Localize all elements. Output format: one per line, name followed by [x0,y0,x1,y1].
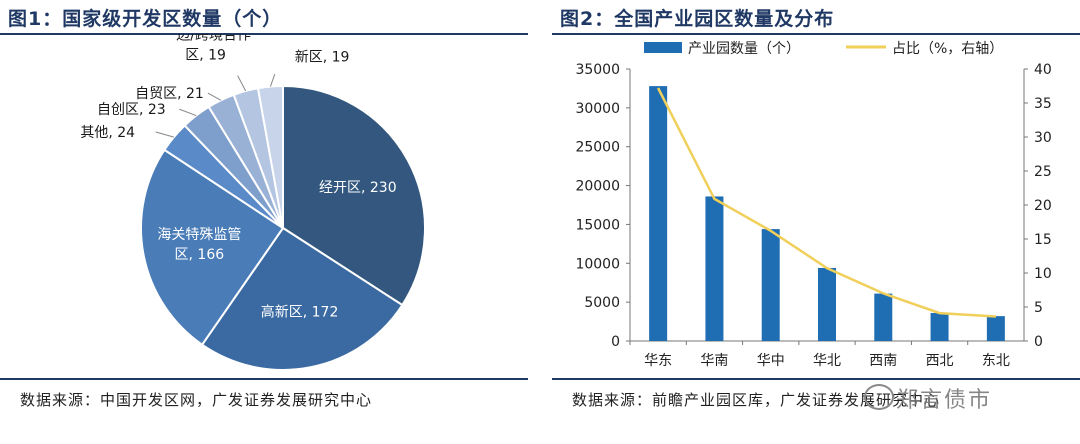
pie-leader-3 [155,131,175,138]
y2-tick-label-2: 10 [1034,266,1052,282]
pie-slice-1 [200,226,404,371]
pie-leader-6 [237,75,247,92]
pie-label-5: 自贸区, 21 [135,86,204,102]
pie-label-6-line-1: 区, 19 [185,47,226,63]
bar-line-chart: 0 5000 10000 15000 20000 25000 30000 35000 0 5 10 1… [575,41,1052,369]
figure-1-source: 数据来源：中国开发区网，广发证券发展研究中心 [20,391,373,409]
y-tick-label-4: 20000 [575,179,620,195]
y2-tick-label-7: 35 [1034,96,1052,112]
legend-bar-label: 产业园数量（个） [688,41,800,57]
figure-2-top-rule [552,33,1080,35]
figure-2-title: 图2：全国产业园区数量及分布 [560,8,835,30]
bar-2 [761,229,780,341]
pie-slice-2 [140,148,285,347]
y-tick-label-0: 0 [611,334,620,350]
legend-bar-swatch [644,42,682,53]
y-tick-label-5: 25000 [575,140,620,156]
x-tick-label-5: 西北 [926,353,954,369]
y2-tick-label-5: 25 [1034,164,1052,180]
watermark-text: 郑言债市 [896,388,993,413]
figure-2-bottom-rule [552,378,1080,380]
pie-label-3: 其他, 24 [80,125,135,141]
figure-2-panel: 图2：全国产业园区数量及分布 0 5000 10000 15000 20000 25000… [552,0,1080,444]
figure-2-source: 数据来源：前瞻产业园区库，广发证券发展研究中心 [572,391,941,409]
bar-3 [818,267,836,341]
pie-label-6-line-0: 边/跨境合作 [176,34,251,43]
y-tick-label-1: 5000 [584,295,620,311]
pie-leader-7 [269,74,276,87]
pie-label-0: 经开区, 230 [319,180,397,196]
x-tick-label-3: 华北 [813,353,841,369]
pie-label-1: 高新区, 172 [261,304,339,321]
x-tick-label-2: 华中 [757,353,785,369]
pie-leader-5 [207,92,222,101]
pie-leader-4 [179,108,197,117]
figure-1-title: 图1：国家级开发区数量（个） [8,8,283,30]
y-tick-label-2: 10000 [575,256,620,272]
y2-tick-label-4: 20 [1034,198,1052,214]
y2-tick-label-0: 0 [1034,334,1043,350]
legend-line-label: 占比（%，右轴） [892,41,1003,57]
bar-0 [649,86,668,341]
wechat-icon [864,384,894,410]
bar-5 [930,313,949,341]
y-tick-label-3: 15000 [575,217,620,233]
figure-1-bottom-rule [0,378,528,380]
x-tick-label-6: 东北 [982,353,1010,369]
y2-tick-label-8: 40 [1034,62,1052,78]
figure-1-top-rule [0,33,528,35]
y-tick-label-7: 35000 [575,62,620,78]
x-tick-label-4: 西南 [869,353,897,369]
y2-tick-label-3: 15 [1034,232,1052,248]
y2-tick-label-1: 5 [1034,300,1043,316]
bar-6 [986,316,1005,341]
pie-label-4: 自创区, 23 [97,102,166,118]
pie-label-2-line-0: 海关特殊监管 [157,227,241,243]
bar-1 [705,196,724,341]
bar-4 [874,293,893,341]
figure-1-panel: 图1：国家级开发区数量（个） 经开区, 230 高新区, 172 海关特殊监管 区, … [0,0,528,444]
y-tick-label-6: 30000 [575,101,620,117]
x-tick-label-1: 华南 [700,353,728,369]
pie-label-7: 新区, 19 [295,50,350,66]
x-tick-label-0: 华东 [644,353,672,369]
pie-label-2-line-1: 区, 166 [175,247,225,263]
y2-tick-label-6: 30 [1034,130,1052,146]
